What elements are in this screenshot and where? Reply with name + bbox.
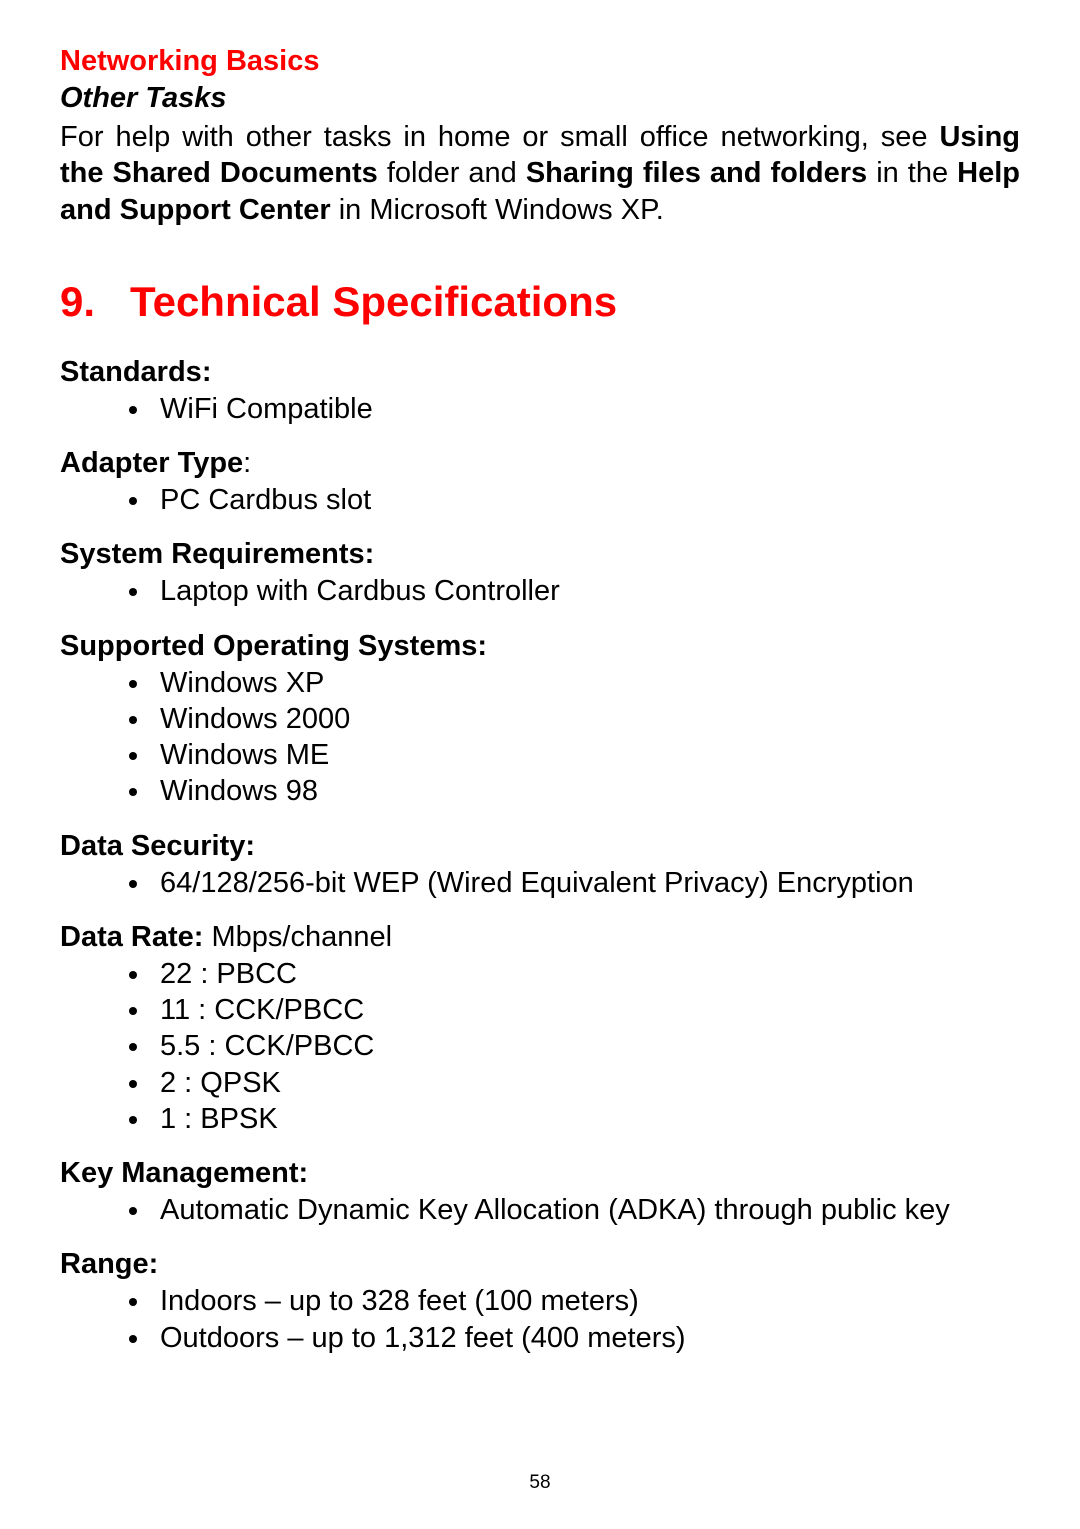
spec-list-supported-os: Windows XPWindows 2000Windows MEWindows … [60, 665, 1020, 810]
list-item: 11 : CCK/PBCC [152, 992, 1020, 1028]
spec-list-adapter-type: PC Cardbus slot [60, 482, 1020, 518]
page-number: 58 [0, 1472, 1080, 1494]
chapter-heading: 9. Technical Specifications [60, 278, 1020, 326]
list-item: WiFi Compatible [152, 391, 1020, 427]
spec-label-data-security: Data Security: [60, 830, 1020, 863]
spec-label-supported-os: Supported Operating Systems: [60, 630, 1020, 663]
spec-list-data-security: 64/128/256-bit WEP (Wired Equivalent Pri… [60, 865, 1020, 901]
intro-paragraph: For help with other tasks in home or sma… [60, 119, 1020, 228]
spec-list-key-management: Automatic Dynamic Key Allocation (ADKA) … [60, 1192, 1020, 1228]
spec-label-adapter-type-text: Adapter Type [60, 447, 243, 479]
list-item: 22 : PBCC [152, 956, 1020, 992]
list-item: Windows 2000 [152, 701, 1020, 737]
subsection-title: Other Tasks [60, 82, 1020, 115]
spec-label-key-management: Key Management: [60, 1157, 1020, 1190]
list-item: 1 : BPSK [152, 1101, 1020, 1137]
spec-label-data-rate-text: Data Rate: [60, 921, 203, 953]
list-item: Windows 98 [152, 773, 1020, 809]
list-item: Windows ME [152, 737, 1020, 773]
spec-label-range: Range: [60, 1248, 1020, 1281]
intro-run1: For help with other tasks in home or sma… [60, 121, 939, 153]
spec-list-standards: WiFi Compatible [60, 391, 1020, 427]
spec-list-range: Indoors – up to 328 feet (100 meters)Out… [60, 1283, 1020, 1356]
list-item: Indoors – up to 328 feet (100 meters) [152, 1283, 1020, 1319]
intro-run3: in the [867, 157, 957, 189]
list-item: Laptop with Cardbus Controller [152, 573, 1020, 609]
document-page: Networking Basics Other Tasks For help w… [0, 0, 1080, 1529]
list-item: 5.5 : CCK/PBCC [152, 1028, 1020, 1064]
spec-list-system-requirements: Laptop with Cardbus Controller [60, 573, 1020, 609]
intro-run2: folder and [378, 157, 526, 189]
spec-list-data-rate: 22 : PBCC11 : CCK/PBCC5.5 : CCK/PBCC2 : … [60, 956, 1020, 1137]
spec-label-system-requirements: System Requirements: [60, 538, 1020, 571]
spec-label-standards: Standards: [60, 356, 1020, 389]
spec-label-adapter-type: Adapter Type: [60, 447, 1020, 480]
list-item: Outdoors – up to 1,312 feet (400 meters) [152, 1320, 1020, 1356]
spec-label-data-rate: Data Rate: Mbps/channel [60, 921, 1020, 954]
section-title: Networking Basics [60, 45, 1020, 78]
spec-label-data-rate-suffix: Mbps/channel [203, 921, 392, 953]
intro-run4: in Microsoft Windows XP. [331, 194, 664, 226]
list-item: Automatic Dynamic Key Allocation (ADKA) … [152, 1192, 1020, 1228]
list-item: 2 : QPSK [152, 1065, 1020, 1101]
list-item: Windows XP [152, 665, 1020, 701]
list-item: PC Cardbus slot [152, 482, 1020, 518]
list-item: 64/128/256-bit WEP (Wired Equivalent Pri… [152, 865, 1020, 901]
intro-bold2: Sharing files and folders [526, 157, 867, 189]
chapter-title: Technical Specifications [130, 278, 617, 325]
chapter-number: 9. [60, 278, 95, 325]
spec-label-adapter-type-suffix: : [243, 447, 251, 479]
